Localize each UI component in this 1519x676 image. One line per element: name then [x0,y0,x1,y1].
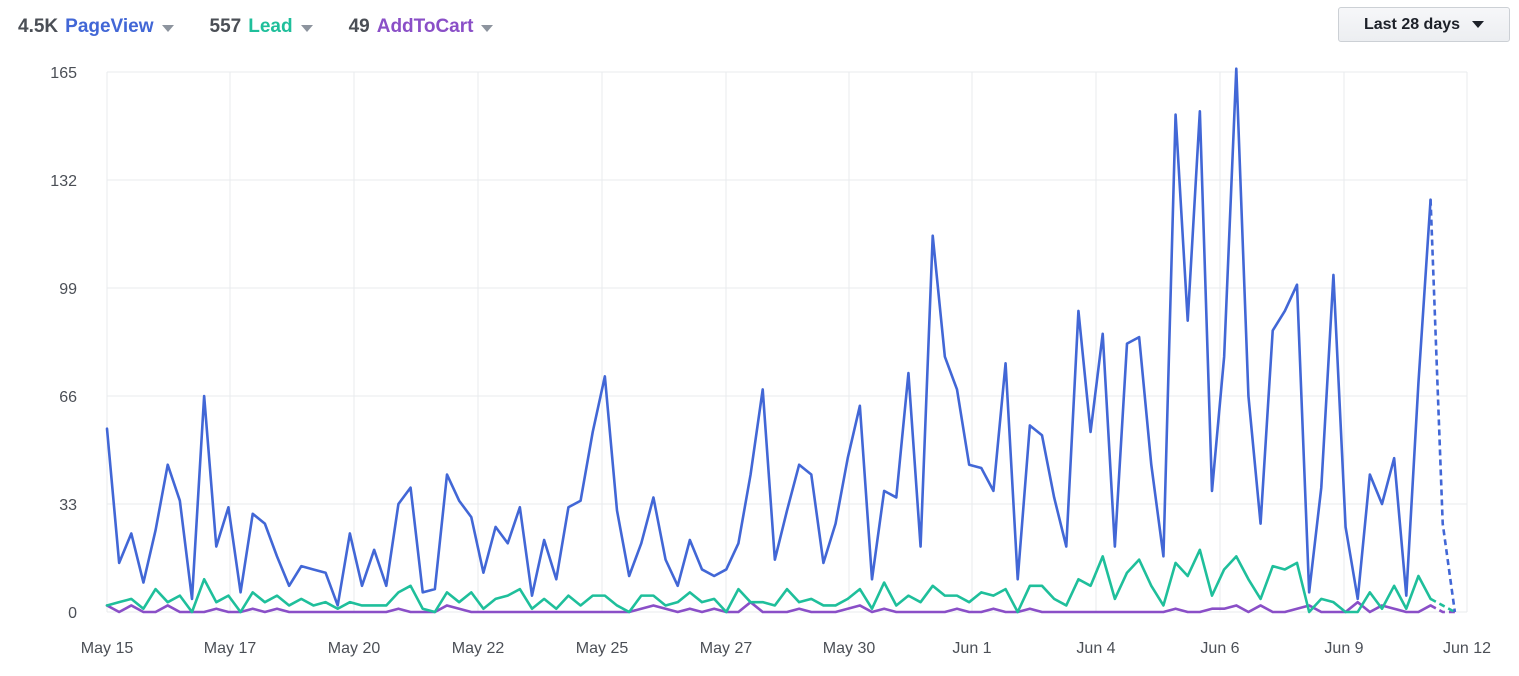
x-tick-label: May 22 [452,640,505,657]
y-tick-label: 99 [59,281,77,298]
metric-pageview[interactable]: 4.5K PageView [18,16,174,38]
date-range-label: Last 28 days [1363,15,1461,33]
y-tick-label: 132 [50,173,77,190]
x-tick-label: May 15 [81,640,134,657]
metric-lead[interactable]: 557 Lead [210,16,313,38]
chevron-down-icon [481,24,494,32]
y-tick-label: 66 [59,389,77,406]
x-tick-label: Jun 12 [1443,640,1491,657]
x-tick-label: May 20 [328,640,381,657]
metric-pageview-label: PageView [65,16,154,37]
metric-lead-value: 557 [209,16,242,37]
metric-selectors: 4.5K PageView 557 Lead 49 AddToCart [18,16,529,38]
metric-addtocart-value: 49 [348,16,370,37]
x-tick-label: Jun 9 [1324,640,1363,657]
chevron-down-icon [300,24,313,32]
metric-pageview-value: 4.5K [18,16,59,37]
y-tick-label: 165 [50,65,77,82]
caret-down-icon [1472,21,1485,28]
y-tick-label: 0 [68,605,77,622]
x-tick-label: May 17 [204,640,257,657]
x-tick-label: May 27 [700,640,753,657]
metric-addtocart[interactable]: 49 AddToCart [349,16,494,38]
date-range-dropdown[interactable]: Last 28 days [1338,7,1510,42]
series-line-lead-projected [1429,597,1456,614]
x-tick-label: May 25 [576,640,629,657]
metric-lead-label: Lead [248,16,293,37]
y-tick-label: 33 [59,497,77,514]
series-line-pageview [105,67,1432,607]
series-line-pageview-projected [1429,199,1457,613]
chevron-down-icon [161,24,174,32]
series-line-addtocart-projected [1429,604,1455,614]
metric-addtocart-label: AddToCart [376,16,474,37]
series-line-lead [105,548,1432,614]
x-tick-label: Jun 1 [952,640,991,657]
x-tick-label: May 30 [823,640,876,657]
series-line-addtocart [105,600,1432,614]
x-tick-label: Jun 4 [1076,640,1115,657]
x-tick-label: Jun 6 [1200,640,1239,657]
